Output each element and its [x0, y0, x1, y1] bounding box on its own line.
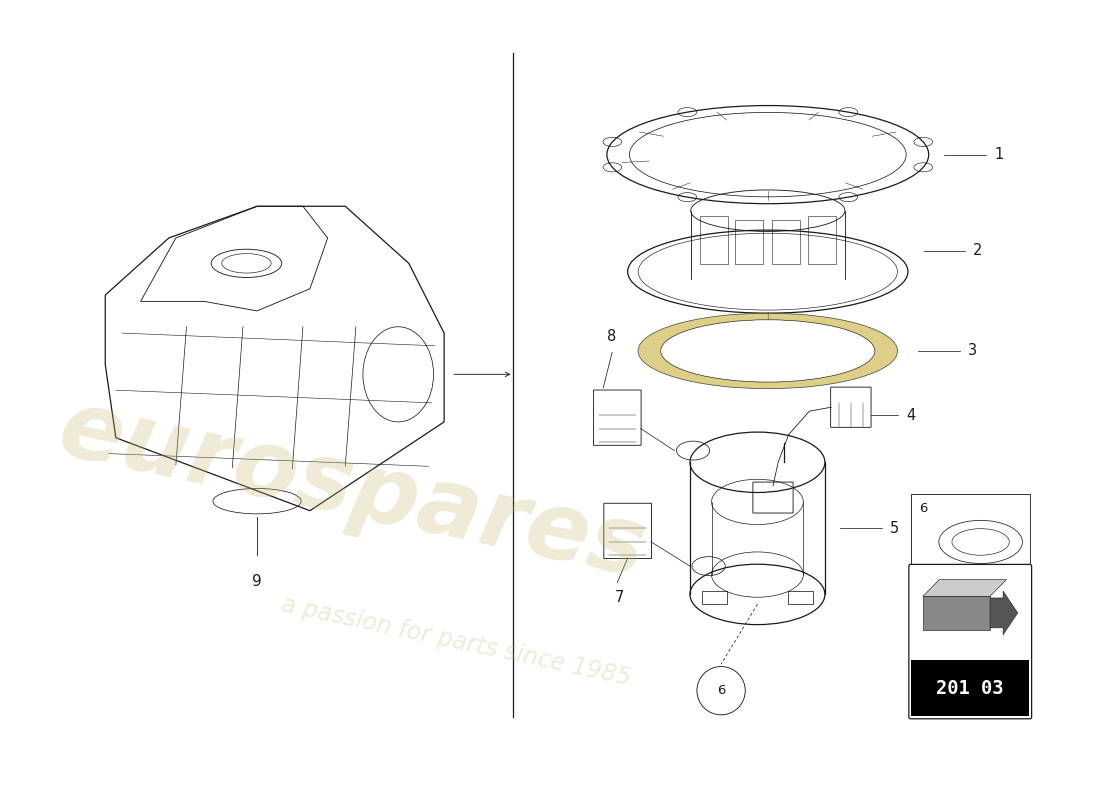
Ellipse shape — [638, 313, 898, 389]
Text: 6: 6 — [717, 684, 725, 697]
Bar — [772, 220, 800, 265]
Bar — [911, 494, 1030, 578]
Text: 9: 9 — [252, 574, 262, 589]
Bar — [702, 590, 727, 604]
Bar — [923, 596, 990, 630]
Polygon shape — [923, 580, 1006, 596]
Polygon shape — [990, 591, 1018, 635]
Text: 5: 5 — [890, 521, 900, 536]
FancyBboxPatch shape — [909, 565, 1032, 718]
Text: 201 03: 201 03 — [936, 679, 1004, 698]
Bar — [807, 217, 836, 265]
Text: 2: 2 — [974, 243, 982, 258]
Bar — [788, 590, 813, 604]
Ellipse shape — [661, 320, 875, 382]
Bar — [700, 217, 728, 265]
Text: eurospares: eurospares — [51, 383, 654, 598]
Text: 8: 8 — [607, 330, 617, 344]
Bar — [736, 220, 763, 265]
Text: a passion for parts since 1985: a passion for parts since 1985 — [279, 593, 634, 690]
Text: 3: 3 — [968, 343, 977, 358]
Text: 7: 7 — [615, 590, 624, 605]
Text: 4: 4 — [906, 407, 915, 422]
Text: 6: 6 — [918, 502, 927, 515]
Bar — [912, 660, 1028, 716]
Text: 1: 1 — [994, 147, 1003, 162]
